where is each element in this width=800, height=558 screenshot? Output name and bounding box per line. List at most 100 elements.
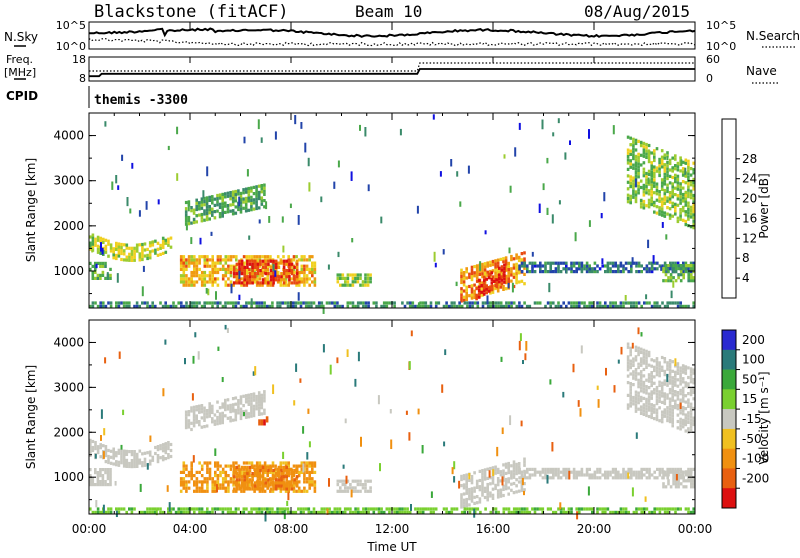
echo-cell [120, 251, 123, 256]
echo-cell [674, 301, 677, 305]
echo-cell [520, 258, 524, 262]
echo-cell [263, 186, 266, 190]
scatter-echo [354, 378, 357, 387]
echo-cell [94, 267, 97, 271]
echo-cell [231, 403, 235, 407]
echo-cell [256, 475, 260, 479]
echo-cell [518, 470, 521, 474]
echo-cell [515, 275, 518, 279]
echo-cell [177, 301, 180, 305]
echo-cell [650, 267, 654, 271]
echo-cell [632, 153, 635, 157]
echo-cell [668, 213, 672, 217]
echo-cell [205, 214, 209, 219]
echo-cell [598, 507, 602, 511]
echo-cell [475, 276, 479, 280]
echo-cell [687, 172, 690, 176]
velocity-colorbar-tick-label: 50 [742, 372, 757, 386]
echo-cell [239, 191, 243, 195]
echo-cell [557, 507, 560, 511]
scatter-echo [205, 288, 208, 294]
echo-cell [244, 412, 248, 416]
echo-cell [565, 261, 568, 265]
echo-cell [356, 301, 360, 305]
echo-cell [475, 293, 478, 297]
echo-cell [689, 261, 693, 265]
echo-cell [256, 468, 260, 473]
echo-cell [258, 507, 261, 511]
echo-cell [567, 267, 571, 271]
echo-cell [187, 258, 191, 262]
echo-cell [601, 473, 604, 477]
echo-cell [235, 278, 239, 282]
echo-cell [637, 401, 640, 405]
echo-cell [512, 472, 516, 476]
echo-cell [267, 262, 270, 266]
echo-cell [687, 420, 690, 424]
echo-cell [671, 417, 674, 421]
echo-cell [624, 473, 628, 477]
echo-cell [658, 510, 662, 514]
echo-cell [102, 301, 105, 305]
echo-cell [642, 367, 646, 372]
echo-cell [655, 411, 659, 415]
echo-cell [470, 493, 474, 497]
echo-cell [211, 277, 214, 281]
echo-cell [244, 206, 248, 210]
echo-cell [285, 465, 288, 469]
echo-cell [117, 254, 121, 258]
echo-cell [528, 467, 532, 471]
echo-cell [229, 510, 232, 514]
echo-cell [565, 473, 568, 477]
echo-cell [293, 278, 296, 282]
echo-cell [482, 282, 486, 286]
echo-cell [533, 264, 537, 268]
echo-cell [295, 278, 299, 282]
echo-cell [557, 301, 560, 305]
echo-cell [642, 355, 646, 359]
echo-cell [639, 386, 643, 390]
echo-cell [481, 481, 484, 485]
echo-cell [333, 510, 337, 514]
echo-cell [645, 476, 649, 480]
echo-cell [687, 264, 690, 268]
echo-cell [634, 138, 638, 142]
echo-cell [288, 472, 291, 476]
echo-cell [671, 169, 674, 173]
echo-cell [531, 473, 534, 477]
echo-cell [120, 452, 123, 456]
echo-cell [510, 279, 513, 283]
echo-cell [692, 261, 695, 265]
echo-cell [265, 416, 269, 420]
y-tick-label: 3000 [53, 380, 84, 394]
echo-cell [130, 510, 134, 514]
echo-cell [674, 383, 677, 387]
scatter-echo [587, 486, 590, 496]
echo-cell [253, 259, 257, 263]
echo-cell [214, 277, 217, 281]
echo-cell [653, 404, 656, 408]
echo-cell [221, 486, 225, 490]
scatter-echo [627, 472, 630, 479]
echo-cell [489, 304, 493, 308]
echo-cell [216, 277, 220, 281]
echo-cell [125, 258, 129, 262]
echo-cell [257, 391, 261, 395]
echo-cell [681, 399, 685, 403]
echo-cell [107, 448, 110, 453]
echo-cell [263, 396, 266, 400]
echo-cell [671, 379, 674, 383]
scatter-echo [670, 290, 673, 299]
echo-cell [291, 510, 295, 514]
echo-cell [684, 416, 688, 420]
echo-cell [515, 472, 518, 476]
echo-cell [692, 419, 695, 423]
echo-cell [497, 510, 500, 514]
echo-cell [502, 487, 505, 491]
echo-cell [232, 489, 235, 493]
cpid-label: CPID [6, 89, 38, 103]
echo-cell [681, 170, 685, 174]
echo-cell [491, 466, 495, 470]
echo-cell [279, 261, 283, 265]
echo-cell [272, 487, 275, 491]
